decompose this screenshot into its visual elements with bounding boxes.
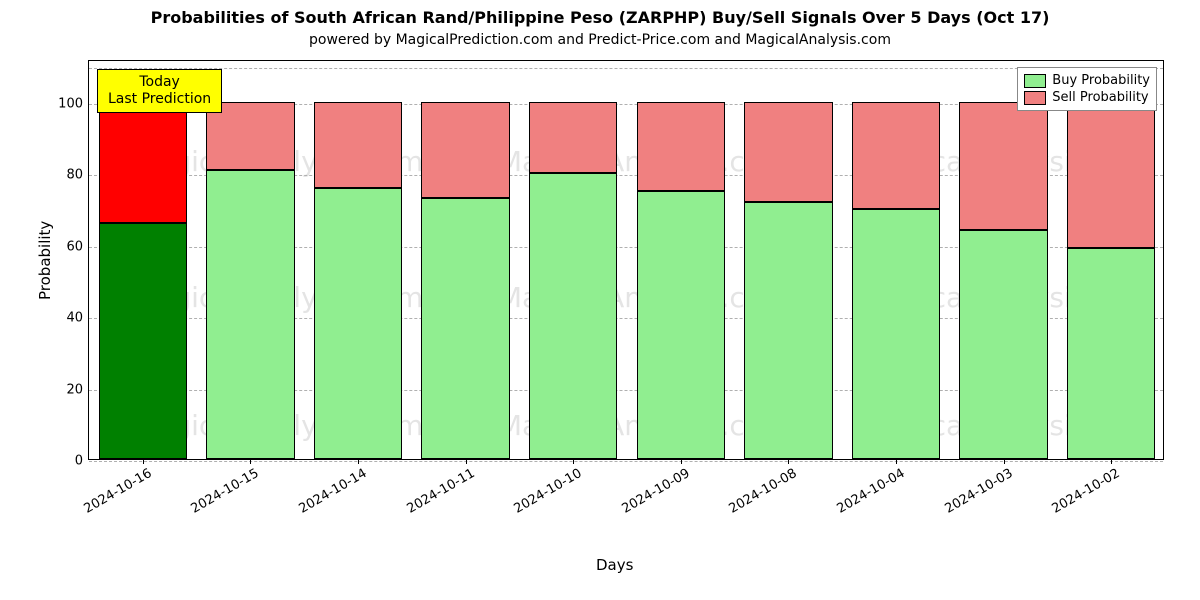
bar-buy [852,209,940,459]
x-tick-label: 2024-10-14 [293,459,370,517]
legend-label: Buy Probability [1052,73,1150,88]
y-axis-label: Probability [36,221,54,300]
x-tick-label: 2024-10-08 [723,459,800,517]
bar-buy [959,230,1047,459]
x-tick-label: 2024-10-10 [508,459,585,517]
y-tick-label: 60 [66,239,89,254]
y-tick-label: 80 [66,168,89,183]
annotation-line: Last Prediction [108,91,211,108]
x-axis-label: Days [596,556,633,574]
bar-sell [1067,102,1155,248]
gridline [89,68,1163,69]
bar-group [637,102,725,459]
bar-sell [421,102,509,198]
bar-group [1067,102,1155,459]
x-tick-label: 2024-10-03 [938,459,1015,517]
legend-swatch [1024,74,1046,88]
bar-group [206,102,294,459]
plot-area: MagicalAnalysis.comMagicalAnalysis.comMa… [88,60,1164,460]
today-annotation: TodayLast Prediction [97,69,222,113]
legend-label: Sell Probability [1052,90,1148,105]
x-tick-label: 2024-10-02 [1046,459,1123,517]
chart-subtitle: powered by MagicalPrediction.com and Pre… [0,32,1200,48]
bar-buy [529,173,617,459]
bar-buy [314,188,402,459]
bar-buy [206,170,294,459]
legend-item: Sell Probability [1024,89,1150,106]
y-tick-label: 20 [66,382,89,397]
legend-swatch [1024,91,1046,105]
bar-sell [529,102,617,173]
bar-group [744,102,832,459]
bar-sell [744,102,832,202]
bar-sell [637,102,725,191]
x-tick-label: 2024-10-15 [185,459,262,517]
chart-canvas: Probabilities of South African Rand/Phil… [0,0,1200,600]
bar-group [314,102,402,459]
bar-group [959,102,1047,459]
bar-buy [99,223,187,459]
x-tick-label: 2024-10-09 [615,459,692,517]
bar-buy [1067,248,1155,459]
bar-sell [314,102,402,188]
bar-group [421,102,509,459]
bar-buy [637,191,725,459]
bar-sell [99,102,187,223]
bar-group [529,102,617,459]
x-tick-label: 2024-10-11 [400,459,477,517]
x-tick-label: 2024-10-04 [831,459,908,517]
bar-group [99,102,187,459]
bar-buy [421,198,509,459]
y-tick-label: 40 [66,311,89,326]
chart-title: Probabilities of South African Rand/Phil… [0,8,1200,27]
legend: Buy Probability Sell Probability [1017,67,1157,111]
y-tick-label: 100 [58,96,89,111]
bar-sell [852,102,940,209]
annotation-line: Today [108,74,211,91]
y-tick-label: 0 [75,454,89,469]
bar-sell [959,102,1047,231]
legend-item: Buy Probability [1024,72,1150,89]
bar-buy [744,202,832,459]
bar-group [852,102,940,459]
